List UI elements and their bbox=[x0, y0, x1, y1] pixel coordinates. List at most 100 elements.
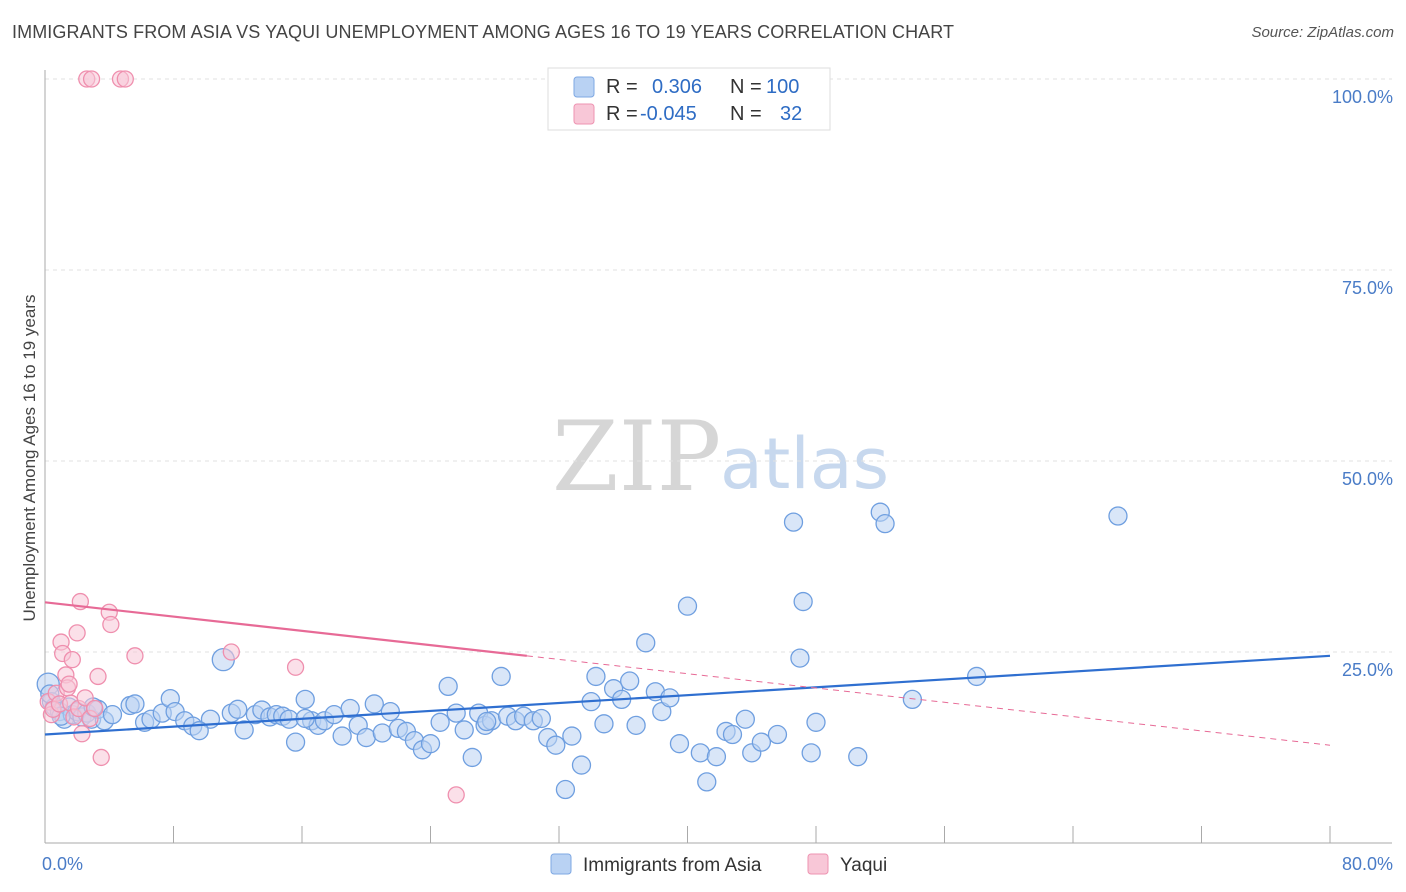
point-yaqui bbox=[222, 643, 240, 661]
point-asia bbox=[562, 726, 582, 746]
point-asia bbox=[806, 712, 826, 732]
point-asia bbox=[677, 596, 698, 616]
point-asia bbox=[380, 701, 400, 722]
point-asia bbox=[454, 720, 474, 740]
point-yaqui bbox=[102, 615, 120, 634]
point-asia bbox=[332, 726, 352, 746]
point-yaqui bbox=[116, 70, 134, 88]
point-asia bbox=[477, 711, 497, 732]
point-asia bbox=[620, 671, 640, 691]
point-asia bbox=[234, 720, 254, 740]
point-yaqui bbox=[86, 699, 104, 718]
point-asia bbox=[430, 712, 450, 732]
legend-n-label-yaqui: N = bbox=[730, 103, 762, 125]
point-asia bbox=[462, 747, 482, 768]
point-asia bbox=[364, 694, 384, 714]
point-yaqui bbox=[89, 667, 107, 686]
point-yaqui bbox=[63, 650, 81, 669]
point-asia bbox=[848, 747, 868, 767]
point-asia bbox=[285, 732, 306, 752]
grid bbox=[45, 78, 1392, 653]
y-tick-label: 100.0% bbox=[1332, 87, 1393, 107]
point-asia bbox=[438, 676, 458, 697]
point-yaqui bbox=[286, 658, 305, 676]
point-asia bbox=[875, 513, 895, 534]
stats-legend-box bbox=[547, 67, 831, 131]
point-asia bbox=[372, 723, 392, 743]
bottom-legend-label-yaqui: Yaqui bbox=[840, 855, 887, 876]
point-yaqui bbox=[126, 647, 144, 665]
point-asia bbox=[1108, 506, 1128, 526]
point-yaqui bbox=[76, 689, 94, 707]
point-asia bbox=[783, 512, 804, 532]
point-asia bbox=[420, 734, 441, 754]
watermark-atlas: atlas bbox=[720, 423, 889, 505]
point-asia bbox=[531, 708, 551, 729]
point-asia bbox=[793, 591, 813, 612]
legend-r-label-yaqui: R = bbox=[606, 103, 638, 125]
point-asia bbox=[697, 772, 717, 792]
legend-n-label-asia: N = bbox=[730, 76, 762, 98]
point-asia bbox=[340, 698, 360, 719]
point-asia bbox=[902, 689, 923, 710]
bottom-legend-swatch-yaqui bbox=[807, 853, 829, 875]
y-tick-label: 75.0% bbox=[1342, 278, 1393, 298]
legend-n-value-yaqui: 32 bbox=[780, 103, 802, 125]
trend-line-yaqui bbox=[44, 601, 527, 657]
point-asia bbox=[735, 709, 755, 729]
point-asia bbox=[626, 715, 646, 735]
bottom-legend-label-asia: Immigrants from Asia bbox=[583, 855, 762, 876]
point-asia bbox=[722, 724, 743, 745]
stats-legend: R = 0.306 N = 100 R = -0.045 N = 32 bbox=[547, 67, 831, 131]
point-asia bbox=[636, 633, 656, 653]
trend-line-asia bbox=[44, 654, 1331, 736]
point-asia bbox=[690, 743, 710, 763]
x-tick-label-max: 80.0% bbox=[1342, 854, 1393, 874]
legend-n-value-asia: 100 bbox=[766, 76, 799, 98]
point-yaqui bbox=[60, 675, 78, 693]
source-label: Source: ZipAtlas.com bbox=[1251, 24, 1394, 41]
point-asia bbox=[102, 704, 123, 725]
y-tick-labels: 100.0% 75.0% 50.0% 25.0% bbox=[1332, 87, 1393, 680]
point-yaqui bbox=[82, 70, 101, 88]
point-yaqui bbox=[92, 748, 110, 767]
point-yaqui bbox=[68, 624, 86, 642]
point-asia bbox=[751, 732, 772, 752]
legend-r-value-asia: 0.306 bbox=[652, 76, 702, 98]
legend-r-label-asia: R = bbox=[606, 76, 638, 98]
x-ticks bbox=[44, 826, 1331, 843]
point-asia bbox=[669, 734, 690, 754]
point-yaqui bbox=[73, 725, 91, 743]
x-tick-label-min: 0.0% bbox=[42, 854, 83, 874]
legend-r-value-yaqui: -0.045 bbox=[640, 103, 697, 125]
point-asia bbox=[228, 699, 248, 719]
legend-swatch-yaqui bbox=[573, 103, 595, 125]
bottom-legend-swatch-asia bbox=[550, 853, 572, 875]
trend-line-yaqui-extension bbox=[526, 655, 1331, 746]
point-asia bbox=[660, 688, 680, 708]
legend-swatch-asia bbox=[573, 76, 595, 98]
point-asia bbox=[324, 704, 344, 725]
point-asia bbox=[790, 648, 810, 668]
point-asia bbox=[706, 747, 727, 767]
point-asia bbox=[446, 703, 466, 723]
series-legend: Immigrants from Asia Yaqui bbox=[550, 853, 887, 876]
point-asia bbox=[571, 755, 592, 775]
point-asia bbox=[586, 666, 606, 687]
point-asia bbox=[295, 689, 315, 710]
point-asia bbox=[546, 735, 566, 755]
point-asia bbox=[125, 694, 145, 714]
point-asia bbox=[767, 724, 788, 745]
y-axis-label: Unemployment Among Ages 16 to 19 years bbox=[20, 295, 39, 622]
y-tick-label: 50.0% bbox=[1342, 469, 1393, 489]
point-asia bbox=[555, 779, 576, 800]
y-tick-label: 25.0% bbox=[1342, 660, 1393, 680]
trend-lines bbox=[44, 601, 1331, 746]
chart-title: IMMIGRANTS FROM ASIA VS YAQUI UNEMPLOYME… bbox=[12, 22, 955, 42]
watermark-zip: ZIP bbox=[552, 401, 721, 513]
point-yaqui bbox=[447, 786, 465, 804]
point-asia bbox=[356, 727, 376, 748]
point-asia bbox=[801, 743, 821, 763]
point-asia bbox=[594, 714, 614, 734]
